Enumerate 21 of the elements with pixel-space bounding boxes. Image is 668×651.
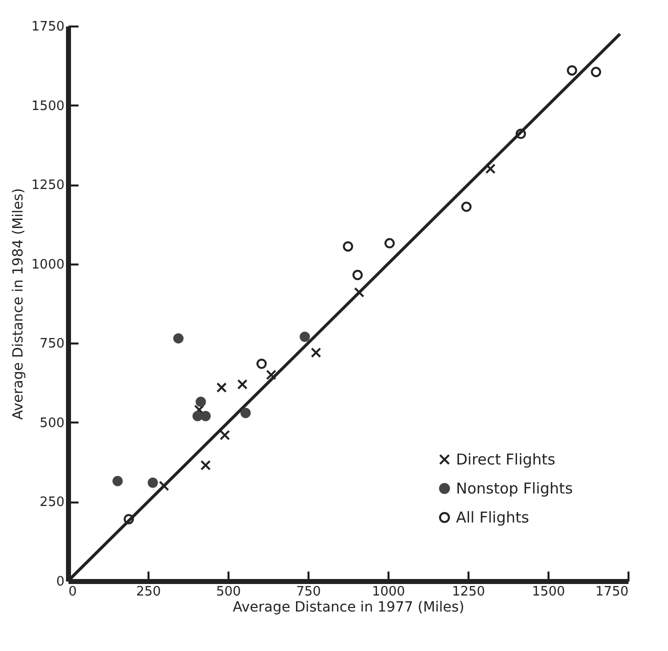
x-tick-label: 750 (296, 584, 321, 600)
x-tick-label: 1000 (372, 584, 406, 600)
y-tick-label: 250 (40, 495, 64, 510)
x-tick-label: 0 (68, 584, 77, 600)
y-tick-label: 1750 (31, 20, 64, 34)
y-tick-label: 1000 (31, 257, 64, 272)
x-tick-label: 1500 (532, 584, 566, 600)
y-tick-label: 1250 (31, 178, 64, 194)
legend-label: Nonstop Flights (456, 480, 573, 498)
y-tick-label: 500 (40, 416, 64, 431)
x-tick-label: 1250 (452, 584, 486, 600)
y-tick-label: 1500 (31, 98, 64, 114)
x-tick-label: 500 (216, 584, 241, 600)
x-tick-label: 250 (136, 584, 161, 600)
y-axis-title: Average Distance in 1984 (Miles) (10, 188, 26, 420)
y-tick-label: 0 (56, 574, 64, 590)
legend-label: All Flights (456, 508, 530, 526)
y-tick-label: 750 (40, 336, 64, 352)
legend-label: Direct Flights (456, 450, 556, 468)
x-tick-label: 1750 (595, 584, 628, 600)
x-axis-title: Average Distance in 1977 (Miles) (232, 600, 464, 616)
